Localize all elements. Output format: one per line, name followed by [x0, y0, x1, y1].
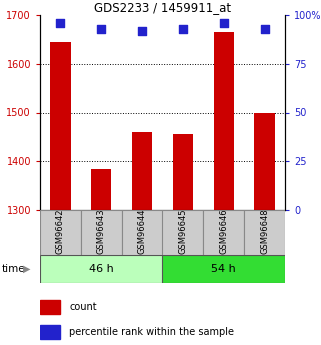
- Bar: [162, 210, 203, 255]
- Text: GSM96646: GSM96646: [219, 209, 228, 254]
- Bar: [244, 210, 285, 255]
- Bar: [91, 169, 111, 210]
- Bar: [81, 210, 122, 255]
- Bar: [50, 42, 71, 210]
- Title: GDS2233 / 1459911_at: GDS2233 / 1459911_at: [94, 1, 231, 14]
- Point: [140, 28, 145, 33]
- Bar: [40, 300, 60, 314]
- Bar: [162, 255, 285, 283]
- Text: 46 h: 46 h: [89, 264, 114, 274]
- Text: GSM96645: GSM96645: [178, 209, 187, 254]
- Point: [58, 20, 63, 26]
- Text: count: count: [69, 302, 97, 312]
- Text: GSM96648: GSM96648: [260, 209, 269, 254]
- Bar: [40, 325, 60, 339]
- Text: time: time: [2, 264, 25, 274]
- Point: [99, 26, 104, 31]
- Text: 54 h: 54 h: [211, 264, 236, 274]
- Bar: [254, 112, 275, 210]
- Bar: [122, 210, 162, 255]
- Bar: [173, 135, 193, 210]
- Bar: [213, 32, 234, 210]
- Text: GSM96642: GSM96642: [56, 209, 65, 254]
- Text: ▶: ▶: [23, 264, 31, 274]
- Bar: [132, 132, 152, 210]
- Text: percentile rank within the sample: percentile rank within the sample: [69, 327, 234, 337]
- Point: [262, 26, 267, 31]
- Bar: [203, 210, 244, 255]
- Text: GSM96644: GSM96644: [138, 209, 147, 254]
- Point: [180, 26, 186, 31]
- Text: GSM96643: GSM96643: [97, 209, 106, 254]
- Bar: [40, 210, 81, 255]
- Bar: [40, 255, 162, 283]
- Point: [221, 20, 226, 26]
